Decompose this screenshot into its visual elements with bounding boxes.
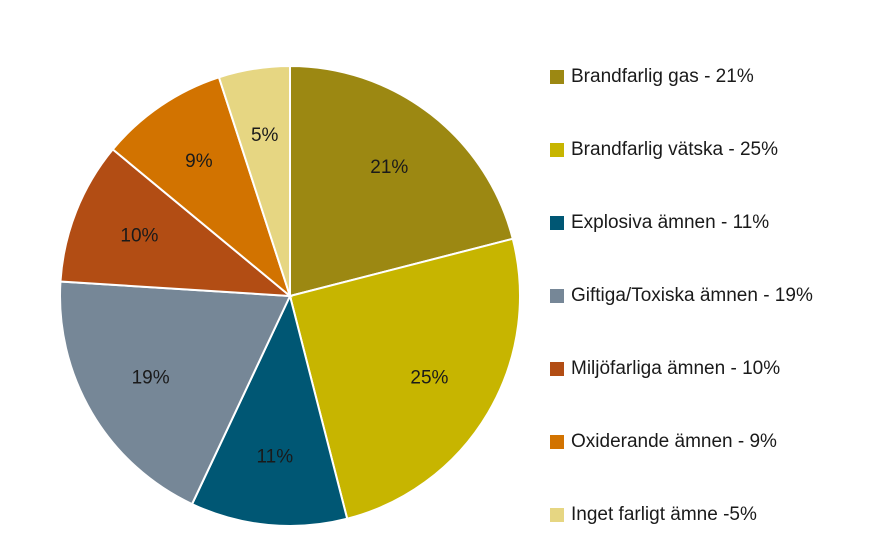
legend-swatch [550, 507, 564, 522]
pie-slice [59, 147, 294, 298]
legend-label: Brandfarlig vätska - 25% [571, 138, 778, 160]
slice-data-label: 9% [185, 151, 213, 172]
legend-swatch [550, 288, 564, 303]
legend-item: Explosiva ämnen - 11% [550, 204, 813, 241]
pie-slice [217, 64, 291, 297]
slice-data-label: 10% [120, 225, 158, 246]
legend-swatch [550, 69, 564, 84]
legend-item: Inget farligt ämne -5% [550, 496, 813, 533]
pie-slice [289, 64, 514, 298]
pie-slice [59, 280, 292, 506]
chart-legend: Brandfarlig gas - 21% Brandfarlig vätska … [550, 58, 813, 533]
legend-item: Miljöfarliga ämnen - 10% [550, 350, 813, 387]
legend-item: Brandfarlig vätska - 25% [550, 131, 813, 168]
slice-data-label: 11% [256, 446, 293, 467]
legend-swatch [550, 142, 564, 157]
legend-item: Giftiga/Toxiska ämnen - 19% [550, 277, 813, 314]
slice-data-label: 19% [132, 368, 170, 389]
slice-data-label: 25% [410, 368, 448, 389]
legend-label: Brandfarlig gas - 21% [571, 65, 754, 87]
legend-label: Inget farligt ämne -5% [571, 503, 757, 525]
legend-label: Explosiva ämnen - 11% [571, 211, 770, 233]
legend-swatch [550, 215, 564, 230]
legend-swatch [550, 361, 564, 376]
slice-data-label: 21% [370, 157, 408, 178]
slice-data-label: 5% [251, 125, 279, 146]
legend-label: Oxiderande ämnen - 9% [571, 430, 777, 452]
legend-label: Giftiga/Toxiska ämnen - 19% [571, 284, 813, 306]
pie-slice [288, 237, 521, 520]
pie-slice [190, 293, 349, 527]
legend-label: Miljöfarliga ämnen - 10% [571, 357, 781, 379]
pie-slice [111, 75, 293, 299]
pie-plot: 21% 25% 11% 19% 10% 9% 5% [59, 64, 521, 527]
legend-item: Oxiderande ämnen - 9% [550, 423, 813, 460]
legend-swatch [550, 434, 564, 449]
legend-item: Brandfarlig gas - 21% [550, 58, 813, 95]
